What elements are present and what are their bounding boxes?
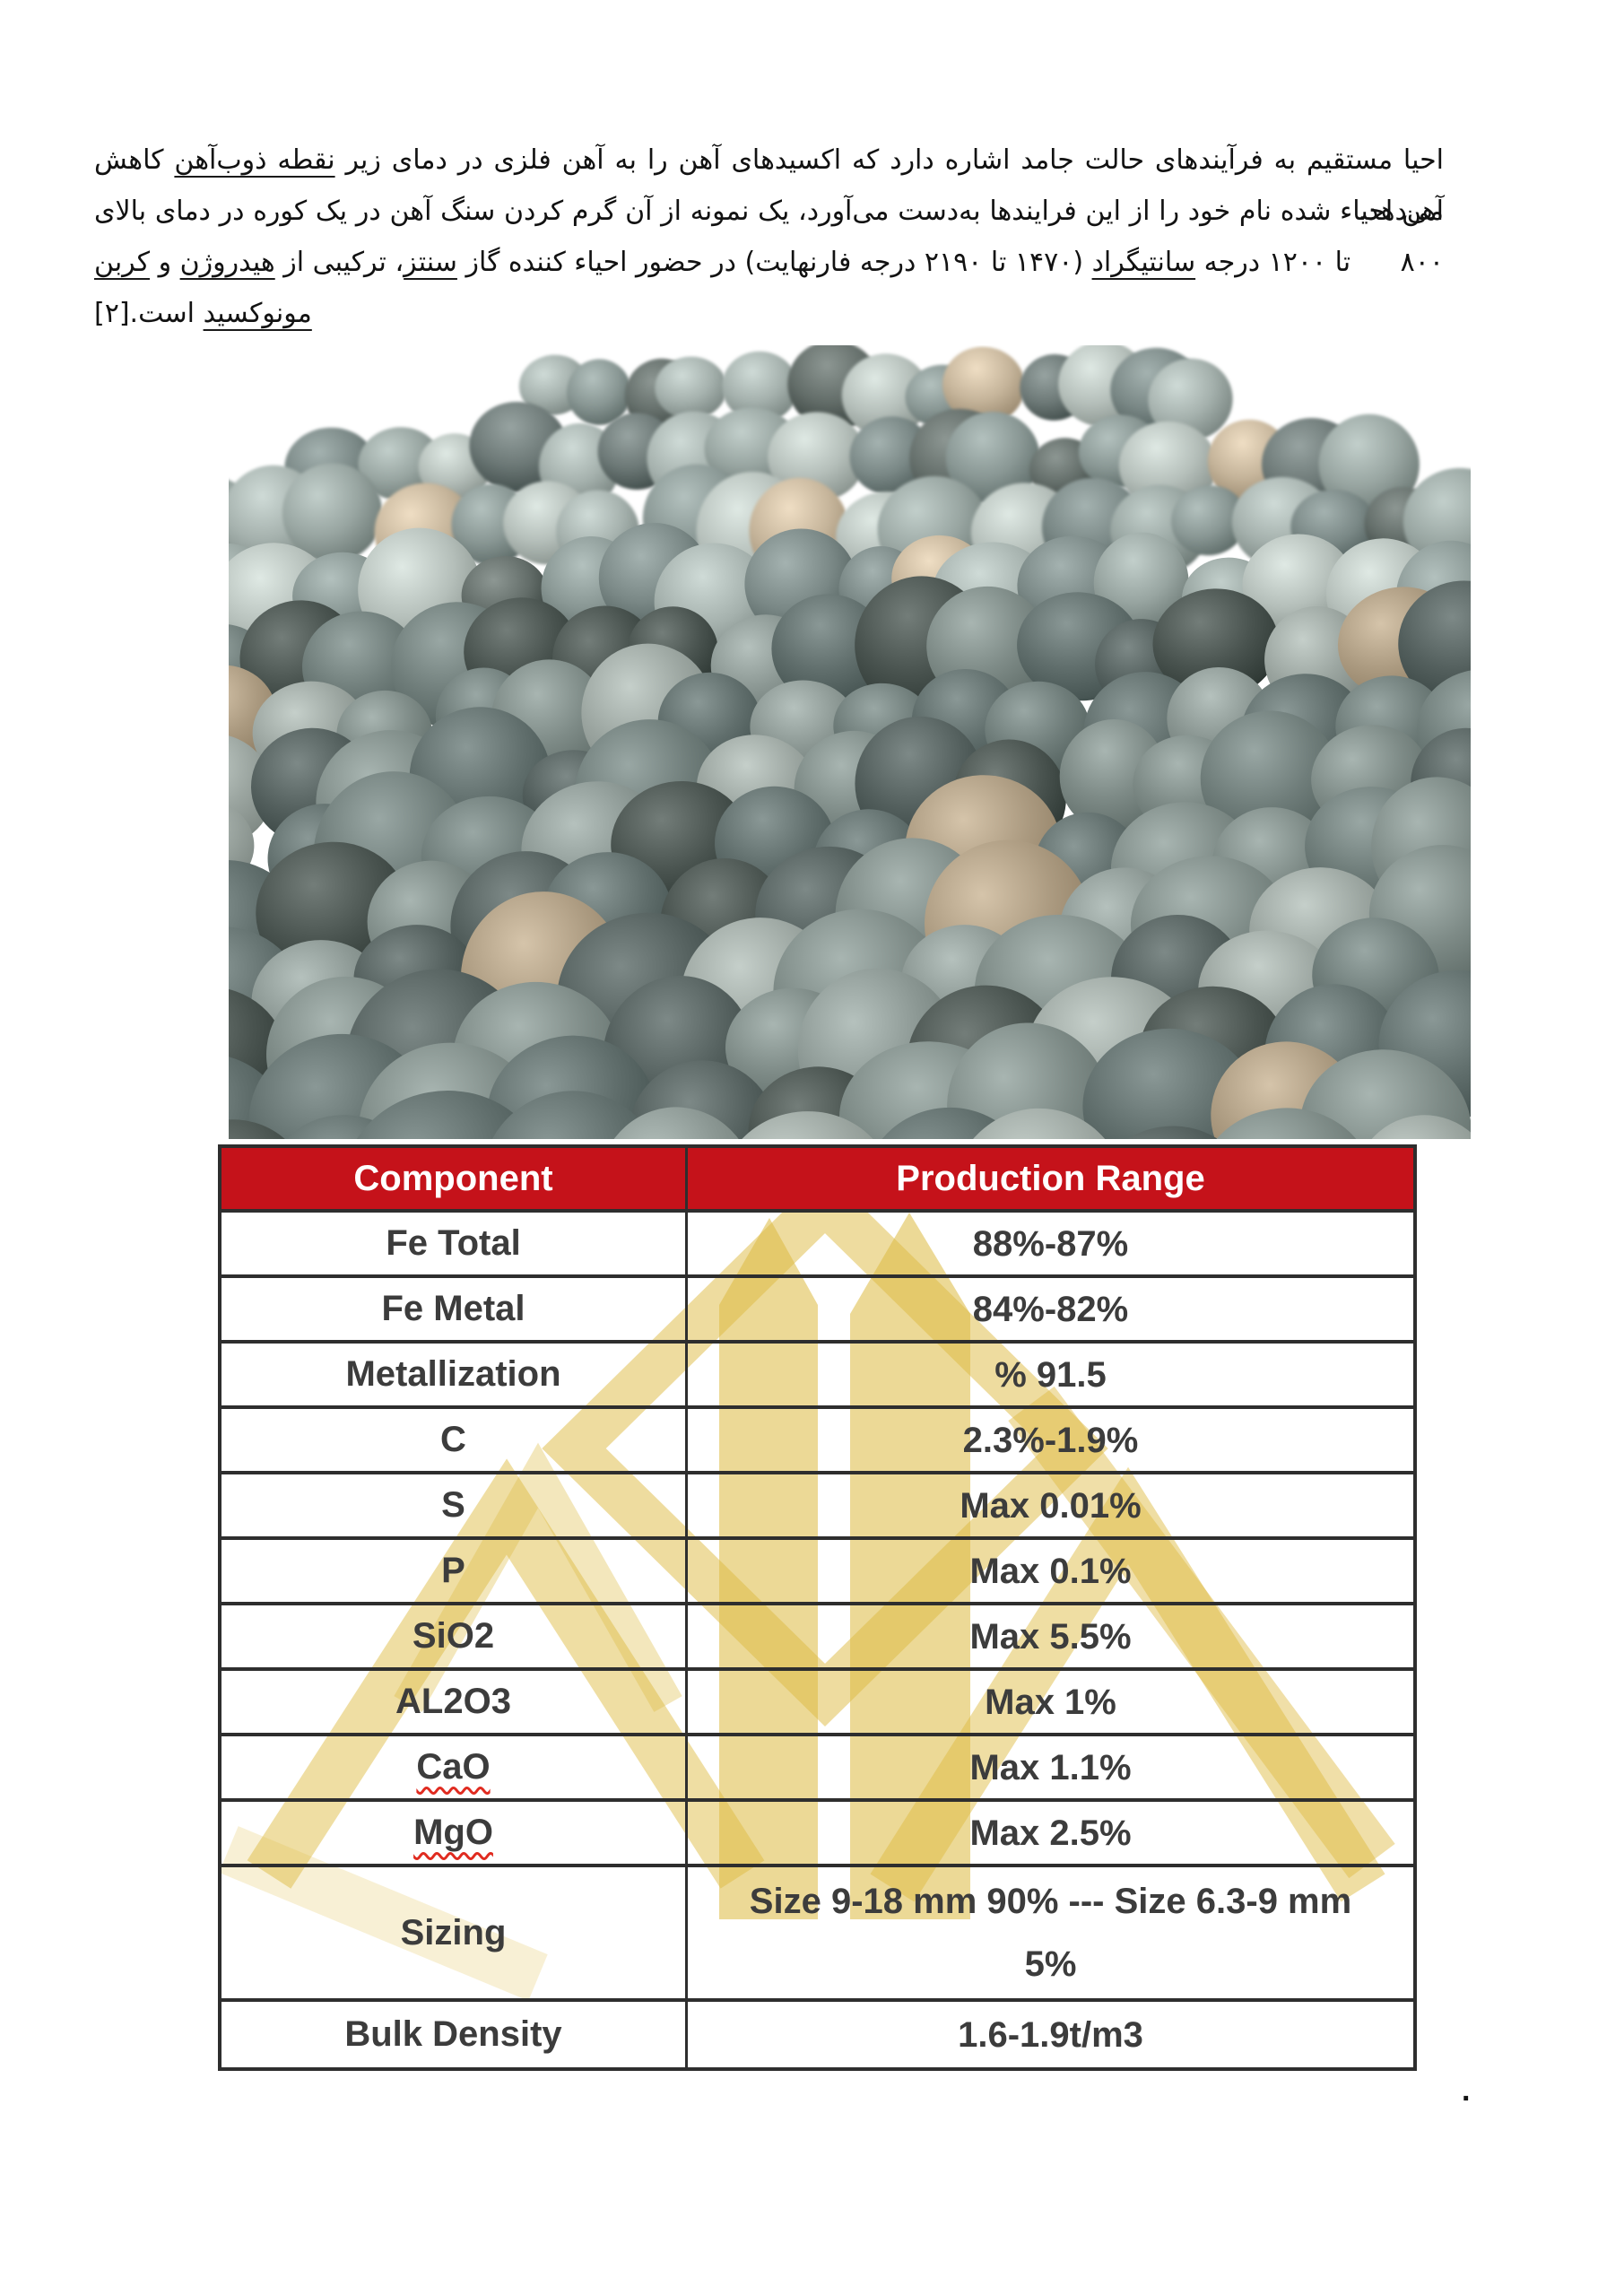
text-line: تا ۱۲۰۰ درجه سانتیگراد (۱۴۷۰ تا ۲۱۹۰ درج… [94,237,1444,288]
trailing-period: . [1462,2074,1471,2108]
range-cell: Max 0.1% [969,1551,1132,1591]
component-label: Fe Total [386,1223,521,1263]
range-cell: 1.6-1.9t/m3 [958,2014,1143,2055]
range-cell: Max 2.5% [969,1813,1132,1853]
header-component-cell: Component [221,1148,688,1209]
component-cell: S [221,1474,688,1536]
component-cell: MgO [221,1802,688,1864]
component-label: C [440,1420,466,1459]
table-row: SiO2 Max 5.5% [221,1602,1413,1667]
text-segment: آهن احیاء شده نام خود را از این فرایندها… [94,196,1444,278]
range-cell: Max 1% [985,1682,1116,1722]
component-label: Fe Metal [381,1289,525,1328]
range-cell: Max 1.1% [969,1747,1132,1787]
text-segment: تا ۱۲۰۰ درجه [1195,247,1351,278]
spec-table: Component Production Range Fe Total 88%-8… [218,1144,1417,2071]
range-cell: 84%-82% [972,1289,1129,1329]
component-label: Metallization [345,1354,561,1394]
component-cell: P [221,1540,688,1602]
range-cell: % 91.5 [994,1354,1107,1395]
range-cell: Size 9-18 mm 90% --- Size 6.3-9 mm 5% [749,1882,1352,1984]
text-segment: احیا مستقیم به فرآیندهای حالت جامد اشاره… [334,144,1445,176]
text-line: مونوکسید است.[۲] [94,288,1444,339]
inline-link[interactable]: سنتز [404,247,457,278]
header-component-label: Component [353,1158,553,1198]
inline-link[interactable]: مونوکسید [203,298,312,329]
text-segment: ، ترکیبی از [274,247,404,278]
range-cell: Max 5.5% [969,1616,1132,1657]
text-line: آهن احیاء شده نام خود را از این فرایندها… [94,186,1444,278]
table-row: CaO Max 1.1% [221,1733,1413,1798]
dri-pellets-photo [229,345,1471,1139]
component-label: AL2O3 [395,1682,511,1721]
text-segment: است.[۲] [94,298,204,329]
range-cell: Max 0.01% [960,1485,1142,1526]
paragraph: احیا مستقیم به فرآیندهای حالت جامد اشاره… [94,135,1444,339]
table-row: Sizing Size 9-18 mm 90% --- Size 6.3-9 mm… [221,1864,1413,1998]
table-row: MgO Max 2.5% [221,1798,1413,1864]
inline-link[interactable]: سانتیگراد [1091,247,1196,278]
table-row: S Max 0.01% [221,1471,1413,1536]
table-row: Bulk Density 1.6-1.9t/m3 [221,1998,1413,2067]
text-segment: کاهش می‌دهد. [94,144,1444,227]
header-range-label: Production Range [896,1159,1205,1198]
text-line: احیا مستقیم به فرآیندهای حالت جامد اشاره… [94,135,1445,227]
component-cell: C [221,1409,688,1471]
component-label: Sizing [400,1912,507,1952]
table-row: AL2O3 Max 1% [221,1667,1413,1733]
component-cell: Bulk Density [221,2002,688,2067]
component-cell: Fe Total [221,1213,688,1274]
text-segment: (۱۴۷۰ تا ۲۱۹۰ درجه فارنهایت) در حضور احی… [456,247,1092,278]
text-segment: و [150,247,180,278]
component-label: Bulk Density [344,2014,562,2054]
table-header-row: Component Production Range [221,1148,1413,1209]
component-label: CaO [416,1747,491,1787]
component-cell: Sizing [221,1867,688,1998]
table-row: C 2.3%-1.9% [221,1405,1413,1471]
inline-link[interactable]: نقطه ذوب‌آهن [174,144,335,176]
component-cell: AL2O3 [221,1671,688,1733]
component-cell: Fe Metal [221,1278,688,1340]
inline-link[interactable]: هیدروژن [179,247,275,278]
range-cell: 2.3%-1.9% [962,1420,1139,1460]
table-row: P Max 0.1% [221,1536,1413,1602]
range-cell: 88%-87% [972,1223,1129,1264]
component-label: S [441,1485,465,1525]
component-label: SiO2 [412,1616,495,1656]
header-range-cell: Production Range [688,1148,1413,1209]
inline-link[interactable]: کربن [94,247,151,278]
component-cell: Metallization [221,1344,688,1405]
table-row: Fe Metal 84%-82% [221,1274,1413,1340]
component-label: P [441,1551,465,1590]
component-label: MgO [413,1813,493,1852]
table-row: Metallization % 91.5 [221,1340,1413,1405]
component-cell: SiO2 [221,1605,688,1667]
table-row: Fe Total 88%-87% [221,1209,1413,1274]
component-cell: CaO [221,1736,688,1798]
